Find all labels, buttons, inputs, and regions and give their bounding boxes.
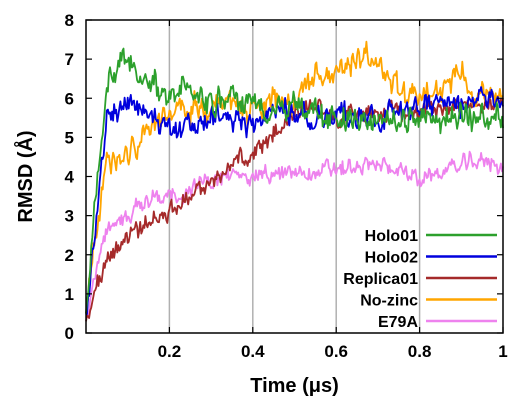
series-line-holo01 [85,47,504,314]
y-tick-label: 5 [65,128,74,147]
legend-label: Holo01 [365,228,418,245]
x-tick-label: 0.8 [408,342,432,361]
series-line-holo02 [85,86,504,316]
y-tick-label: 8 [65,11,74,30]
x-tick-label: 0.4 [241,342,265,361]
x-tick-label: 0.6 [324,342,348,361]
x-tick-label: 1 [498,342,507,361]
x-tick-label: 0.2 [158,342,182,361]
x-axis-title: Time (μs) [250,375,339,397]
y-tick-label: 7 [65,50,74,69]
legend: Holo01 Holo02 Replica01 No-zinc E79A [343,228,497,331]
legend-label: Holo02 [365,250,418,267]
y-tick-label: 3 [65,207,74,226]
y-tick-label: 4 [65,168,75,187]
y-tick-label: 0 [65,324,74,343]
grid-lines [168,20,421,333]
legend-label: No-zinc [360,293,418,310]
series-layer [85,40,504,322]
y-tick-label: 6 [65,89,74,108]
y-axis-title: RMSD (Å) [13,130,37,222]
axis-ticks: 0.2 0.4 0.6 0.8 1 0 1 2 3 4 5 6 7 8 [65,11,508,361]
y-tick-label: 1 [65,285,74,304]
series-line-e79a [85,150,504,319]
legend-label: Replica01 [343,271,418,288]
y-tick-label: 2 [65,246,74,265]
legend-label: E79A [378,314,418,331]
